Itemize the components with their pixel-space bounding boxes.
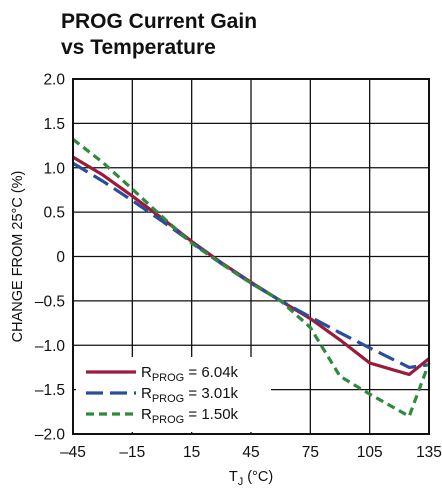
- legend-label-prefix: R: [141, 406, 152, 423]
- legend-label-value: = 1.50k: [184, 406, 238, 423]
- legend-label-prefix: R: [141, 364, 152, 381]
- legend-label-value: = 3.01k: [184, 385, 238, 402]
- legend-label-0: RPROG = 6.04k: [141, 364, 239, 384]
- y-tick-label: 0: [56, 249, 65, 266]
- chart-title-line-2: vs Temperature: [61, 36, 216, 59]
- legend-label-2: RPROG = 1.50k: [141, 406, 239, 426]
- x-tick-label: –45: [60, 444, 86, 461]
- series-line-2: [72, 138, 431, 418]
- y-tick-label: 0.5: [43, 205, 65, 222]
- legend-background: [76, 357, 271, 432]
- y-tick-labels: 2.0 1.5 1.0 0.5 0 –0.5 –1.0 –1.5 –2.0: [35, 72, 66, 444]
- y-tick-label: 1.0: [43, 160, 65, 177]
- y-tick-label: –1.0: [35, 338, 66, 355]
- x-tick-label: 15: [183, 444, 200, 461]
- y-axis-label: CHANGE FROM 25°C (%): [10, 171, 26, 343]
- legend-label-value: = 6.04k: [184, 364, 238, 381]
- x-axis-label: TJ (°C): [229, 469, 273, 488]
- x-tick-label: 105: [357, 444, 383, 461]
- chart-title-line-1: PROG Current Gain: [61, 10, 257, 33]
- x-tick-label: 75: [302, 444, 319, 461]
- legend-label-subscript: PROG: [152, 393, 184, 405]
- x-tick-label: –15: [119, 444, 145, 461]
- plot-frame: [72, 78, 430, 435]
- x-axis-label-unit: (°C): [243, 469, 273, 485]
- x-tick-labels: –45 –15 15 45 75 105 135: [60, 444, 442, 461]
- legend-label-1: RPROG = 3.01k: [141, 385, 239, 405]
- y-tick-label: 1.5: [43, 116, 65, 133]
- y-tick-label: –1.5: [35, 382, 65, 399]
- x-axis-label-subscript: J: [238, 476, 244, 488]
- series-lines: [72, 138, 431, 418]
- legend-label-subscript: PROG: [152, 414, 184, 426]
- legend-label-subscript: PROG: [152, 372, 184, 384]
- x-tick-label: 45: [242, 444, 259, 461]
- legend-label-prefix: R: [141, 385, 152, 402]
- y-tick-label: –0.5: [35, 293, 65, 310]
- y-tick-label: 2.0: [43, 72, 65, 89]
- y-tick-label: –2.0: [35, 427, 66, 444]
- series-line-1: [72, 161, 430, 369]
- x-axis-label-main: T: [229, 469, 238, 485]
- x-tick-label: 135: [416, 444, 442, 461]
